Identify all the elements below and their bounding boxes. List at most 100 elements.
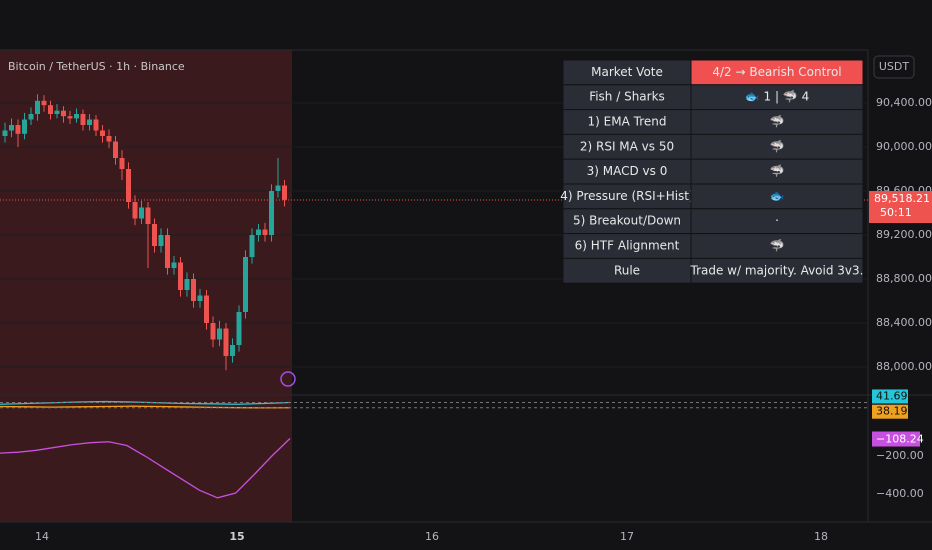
currency-box[interactable] (873, 55, 915, 79)
candle-body (210, 323, 216, 340)
time-tick-label: 16 (425, 530, 439, 543)
candle-body (80, 114, 86, 125)
price-tick-label: 89,200.00 (876, 228, 932, 241)
candle-body (2, 130, 8, 136)
candle-body (269, 191, 274, 235)
price-tick-label: 90,400.00 (876, 96, 932, 109)
rsi-ma-line-label: 38.19 (876, 405, 908, 418)
table-cell (690, 183, 864, 210)
table-cell-text: 4) Pressure (RSI+Hist) (560, 189, 693, 203)
table-cell (690, 208, 864, 235)
time-tick-label: 14 (35, 530, 49, 543)
candle-body (243, 257, 248, 312)
candle-body (204, 295, 209, 323)
candle-body (191, 279, 196, 301)
candle-body (132, 202, 138, 219)
table-cell-text: 🐟 (770, 189, 785, 203)
candle-body (165, 235, 170, 268)
rsi-line-label: 41.69 (876, 389, 908, 402)
countdown: 50:11 (880, 206, 912, 219)
table-cell-text: 🐟 1 | 🦈 4 (745, 90, 809, 104)
table-cell-text: 🦈 (770, 139, 785, 153)
candle-body (184, 279, 190, 290)
table-cell-text: · (775, 214, 779, 228)
candle-body (171, 262, 177, 268)
osc-last-label: −108.24 (876, 433, 924, 446)
candle-body (275, 185, 281, 191)
candle-body (230, 345, 235, 356)
time-tick-label: 18 (814, 530, 828, 543)
table-cell (562, 257, 692, 284)
candle-body (262, 229, 268, 235)
candle-body (93, 119, 99, 131)
candle-body (48, 105, 53, 114)
table-cell-text: 6) HTF Alignment (575, 239, 680, 253)
table-cell-text: 3) MACD vs 0 (587, 164, 668, 178)
table-cell-text: 🦈 (770, 115, 785, 129)
table-cell (690, 158, 864, 185)
table-cell (690, 257, 864, 284)
osc-tick-label: −200.00 (876, 449, 924, 462)
table-cell (690, 109, 864, 135)
candle-body (126, 169, 131, 202)
candle-body (139, 207, 144, 219)
currency[interactable]: USDT (879, 60, 910, 73)
table-cell-text: 2) RSI MA vs 50 (580, 139, 674, 153)
symbol-title: Bitcoin / TetherUS · 1h · Binance (8, 60, 185, 73)
candle-body (152, 224, 157, 246)
time-tick-label: 17 (620, 530, 634, 543)
candle-body (282, 185, 287, 200)
price-tick-label: 88,000.00 (876, 360, 932, 373)
candle-body (106, 136, 112, 142)
candle-body (35, 100, 40, 114)
alert-icon[interactable] (280, 371, 296, 387)
candle-body (15, 125, 21, 134)
price-tick-label: 90,000.00 (876, 140, 932, 153)
table-cell-text: 4/2 → Bearish Control (712, 65, 841, 79)
table-cell-text: 🦈 (770, 239, 785, 253)
table-cell (690, 59, 864, 86)
rsi-line-box (872, 389, 908, 404)
table-cell (690, 133, 864, 160)
candle-body (87, 119, 92, 125)
candle-body (22, 119, 27, 134)
time-tick-label: 15 (229, 530, 244, 543)
candle-body (74, 114, 79, 119)
table-cell (562, 183, 692, 210)
table-cell-text: Trade w/ majority. Avoid 3v3. (690, 263, 864, 277)
candle-body (236, 312, 242, 345)
candle-body (28, 114, 34, 120)
candle-body (249, 235, 255, 257)
candle-body (178, 262, 183, 290)
table-cell (690, 84, 864, 111)
candle-body (100, 130, 105, 136)
table-cell (562, 59, 692, 86)
table-cell (562, 133, 692, 160)
osc-tick-label: −400.00 (876, 487, 924, 500)
last-price-box (869, 190, 932, 223)
candle-body (158, 235, 164, 246)
candle-body (197, 295, 203, 301)
table-cell (562, 233, 692, 259)
table-cell-text: 5) Breakout/Down (573, 214, 681, 228)
table-cell-text: Rule (614, 263, 640, 277)
osc-line (0, 438, 291, 499)
candle-body (61, 110, 66, 117)
rsi-ma-line-box (872, 404, 908, 419)
candle-body (119, 158, 125, 169)
last-price-label: 89,518.21 (874, 192, 930, 205)
table-cell-text: 🦈 (770, 164, 785, 178)
table-cell-text: Fish / Sharks (589, 90, 665, 104)
candle-body (54, 110, 60, 114)
candle-body (145, 207, 151, 224)
table-cell (690, 233, 864, 259)
candle-body (217, 328, 222, 340)
candle-body (113, 141, 118, 158)
candle-body (41, 100, 47, 106)
table-cell-text: 1) EMA Trend (588, 115, 667, 129)
table-cell-text: Market Vote (591, 65, 663, 79)
price-tick-label: 88,400.00 (876, 316, 932, 329)
candle-body (256, 229, 261, 235)
osc-last-box (872, 431, 920, 447)
